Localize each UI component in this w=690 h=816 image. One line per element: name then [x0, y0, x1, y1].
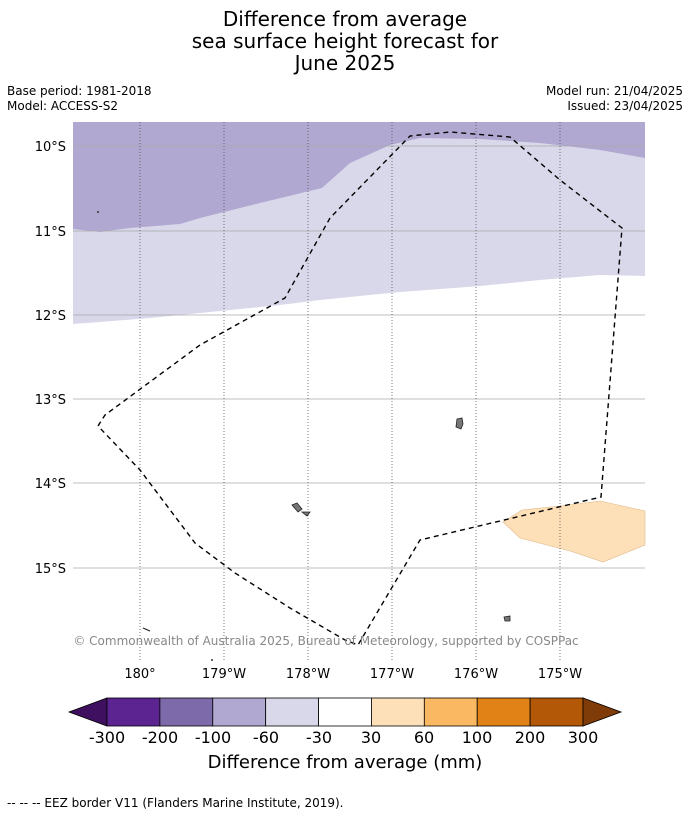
island-fiji-north — [455, 417, 464, 430]
island-east — [503, 615, 511, 622]
colorbar-tick: -300 — [88, 728, 126, 747]
chart-title: Difference from average sea surface heig… — [0, 8, 690, 74]
region-minus-100-to-minus-60 — [73, 122, 645, 232]
lon-label: 176°W — [454, 667, 498, 682]
colorbar-tick: 30 — [360, 728, 382, 747]
island-south-west — [142, 627, 151, 632]
colorbar-extend-high — [582, 697, 623, 727]
colorbar-extend-low — [67, 697, 108, 727]
eez-legend-note: -- -- -- EEZ border V11 (Flanders Marine… — [7, 796, 344, 810]
colorbar-tick: 300 — [567, 728, 599, 747]
colorbar-swatch — [159, 697, 214, 727]
colorbar-swatch — [476, 697, 531, 727]
island-west-1 — [291, 502, 303, 513]
base-period: Base period: 1981-2018 — [7, 84, 152, 98]
colorbar-swatch — [371, 697, 425, 727]
lon-label: 180° — [124, 667, 155, 682]
colorbar-tick: -100 — [194, 728, 232, 747]
latitude-labels: 10°S 11°S 12°S 13°S 14°S 15°S — [35, 140, 66, 577]
region-30-to-60 — [502, 500, 646, 563]
lat-label: 10°S — [35, 140, 66, 155]
colorbar-swatch — [265, 697, 319, 727]
colorbar-swatch — [529, 697, 584, 727]
model-info: Base period: 1981-2018 Model: ACCESS-S2 — [7, 84, 152, 114]
colorbar-title: Difference from average (mm) — [207, 752, 483, 773]
lon-label: 177°W — [370, 667, 414, 682]
model-run: Model run: 21/04/2025 — [545, 84, 683, 98]
colorbar-tick: -60 — [252, 728, 280, 747]
colorbar-swatch — [318, 697, 372, 727]
colorbar-tick: -200 — [141, 728, 179, 747]
lat-label: 15°S — [35, 562, 66, 577]
title-line-3: June 2025 — [294, 51, 396, 75]
latitude-gridlines — [73, 145, 645, 569]
copyright-notice: © Commonwealth of Australia 2025, Bureau… — [73, 634, 578, 648]
eez-border — [97, 131, 623, 646]
colorbar-tick: 100 — [461, 728, 493, 747]
issued-date: Issued: 23/04/2025 — [567, 99, 683, 113]
lat-label: 14°S — [35, 477, 66, 492]
islet-north — [97, 211, 99, 213]
lon-label: 178°W — [286, 667, 330, 682]
longitude-labels: 180° 179°W 178°W 177°W 176°W 175°W — [124, 667, 582, 682]
islet-south — [211, 659, 213, 661]
colorbar-swatch — [423, 697, 478, 727]
title-line-2: sea surface height forecast for — [191, 29, 499, 53]
lon-label: 175°W — [538, 667, 582, 682]
lat-label: 13°S — [35, 393, 66, 408]
colorbar-tick: 200 — [514, 728, 546, 747]
title-line-1: Difference from average — [222, 7, 468, 31]
colorbar-tick: -30 — [305, 728, 333, 747]
run-info: Model run: 21/04/2025 Issued: 23/04/2025 — [546, 84, 683, 114]
colorbar — [67, 697, 623, 727]
colorbar-tick: 60 — [413, 728, 435, 747]
colorbar-swatch — [106, 697, 161, 727]
lon-label: 179°W — [202, 667, 246, 682]
lat-label: 11°S — [35, 225, 66, 240]
lat-label: 12°S — [35, 309, 66, 324]
island-west-2 — [300, 511, 311, 517]
colorbar-swatch — [212, 697, 267, 727]
model-name: Model: ACCESS-S2 — [7, 99, 119, 113]
